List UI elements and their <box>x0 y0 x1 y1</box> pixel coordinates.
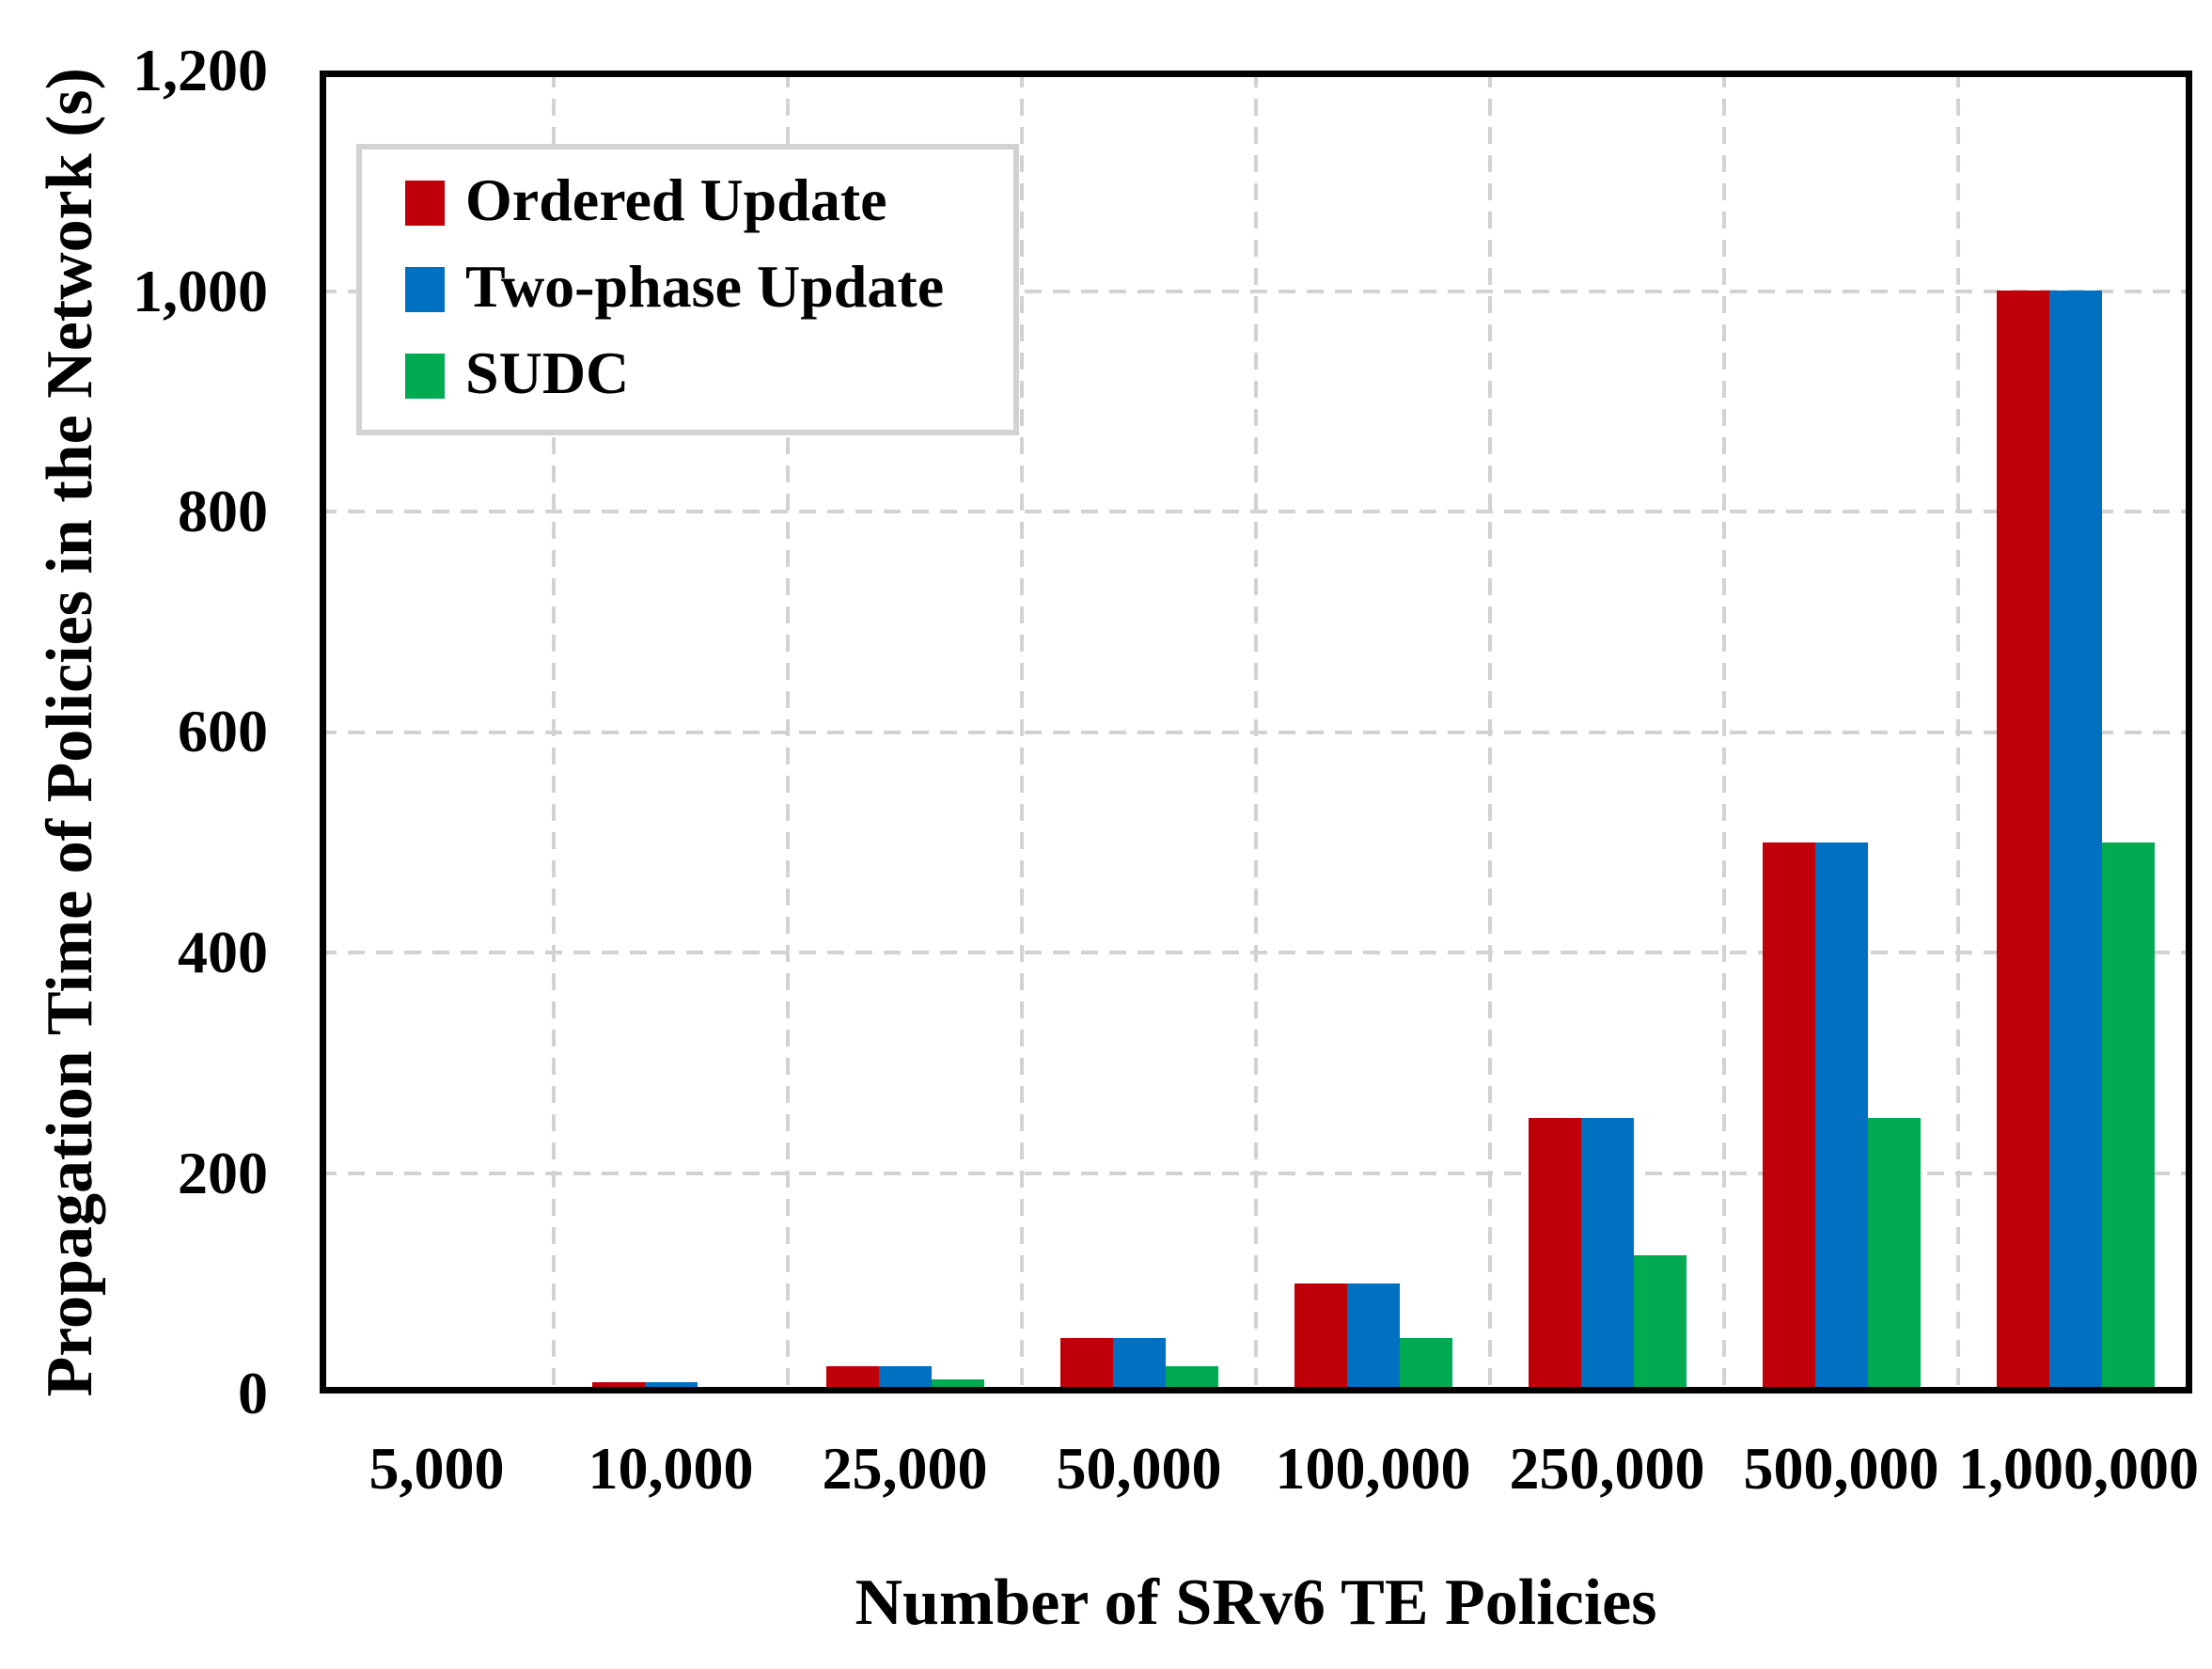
bar-ordered-update <box>1997 291 2049 1393</box>
plot-area: Ordered Update Two-phase Update SUDC <box>320 71 2192 1393</box>
x-axis-title: Number of SRv6 TE Policies <box>320 1568 2192 1638</box>
legend: Ordered Update Two-phase Update SUDC <box>356 144 1019 435</box>
y-tick-label: 200 <box>178 1140 268 1206</box>
y-tick-label: 400 <box>178 919 268 985</box>
y-tick-label: 0 <box>238 1360 268 1426</box>
bar-sudc <box>1634 1255 1686 1393</box>
legend-item-sudc: SUDC <box>405 343 1013 409</box>
legend-item-two-phase-update: Two-phase Update <box>405 257 1013 323</box>
legend-swatch-two-phase-update <box>405 267 445 312</box>
v-gridline-7 <box>1956 71 1960 1393</box>
x-axis-title-text: Number of SRv6 TE Policies <box>855 1567 1657 1639</box>
bar-ordered-update <box>1529 1118 1581 1393</box>
bar-two-phase-update <box>1581 1118 1634 1393</box>
bar-ordered-update <box>592 1382 645 1393</box>
bar-ordered-update <box>1294 1283 1347 1393</box>
y-tick-label: 800 <box>178 478 268 544</box>
y-tick-label: 1,200 <box>133 37 268 103</box>
bar-two-phase-update <box>1113 1338 1166 1393</box>
bar-sudc <box>1868 1118 1921 1393</box>
v-gridline-2 <box>786 71 790 1393</box>
legend-label: Ordered Update <box>465 166 887 233</box>
v-gridline-1 <box>552 71 556 1393</box>
legend-swatch-ordered-update <box>405 181 445 226</box>
v-gridline-6 <box>1722 71 1726 1393</box>
x-tick-label: 50,000 <box>1056 1435 1222 1502</box>
x-tick-label: 5,000 <box>369 1435 505 1502</box>
v-gridline-3 <box>1020 71 1024 1393</box>
bar-sudc <box>1400 1338 1452 1393</box>
bar-sudc <box>698 1388 750 1393</box>
bar-ordered-update <box>1060 1338 1113 1393</box>
x-tick-label: 100,000 <box>1275 1435 1471 1502</box>
bar-two-phase-update <box>879 1366 932 1393</box>
bar-ordered-update <box>826 1366 879 1393</box>
bar-ordered-update <box>1763 842 1815 1393</box>
bar-two-phase-update <box>411 1388 463 1393</box>
bar-sudc <box>463 1391 516 1393</box>
x-tick-label: 1,000,000 <box>1958 1435 2199 1502</box>
bar-ordered-update <box>358 1388 411 1393</box>
legend-swatch-sudc <box>405 354 445 399</box>
y-tick-label: 600 <box>178 698 268 764</box>
v-gridline-5 <box>1488 71 1492 1393</box>
bar-sudc <box>1166 1366 1218 1393</box>
bar-two-phase-update <box>2049 291 2102 1393</box>
bar-sudc <box>932 1379 984 1393</box>
bar-two-phase-update <box>1815 842 1868 1393</box>
legend-label: SUDC <box>465 339 630 406</box>
x-tick-label: 500,000 <box>1743 1435 1939 1502</box>
v-gridline-4 <box>1254 71 1258 1393</box>
bar-two-phase-update <box>645 1382 698 1393</box>
gridlines <box>320 71 2192 1393</box>
x-tick-label: 25,000 <box>822 1435 988 1502</box>
x-tick-label: 10,000 <box>588 1435 754 1502</box>
y-tick-label: 1,000 <box>133 258 268 324</box>
x-tick-label: 250,000 <box>1509 1435 1705 1502</box>
legend-item-ordered-update: Ordered Update <box>405 170 1013 236</box>
bar-two-phase-update <box>1347 1283 1400 1393</box>
bar-sudc <box>2102 842 2155 1393</box>
legend-label: Two-phase Update <box>465 253 945 320</box>
